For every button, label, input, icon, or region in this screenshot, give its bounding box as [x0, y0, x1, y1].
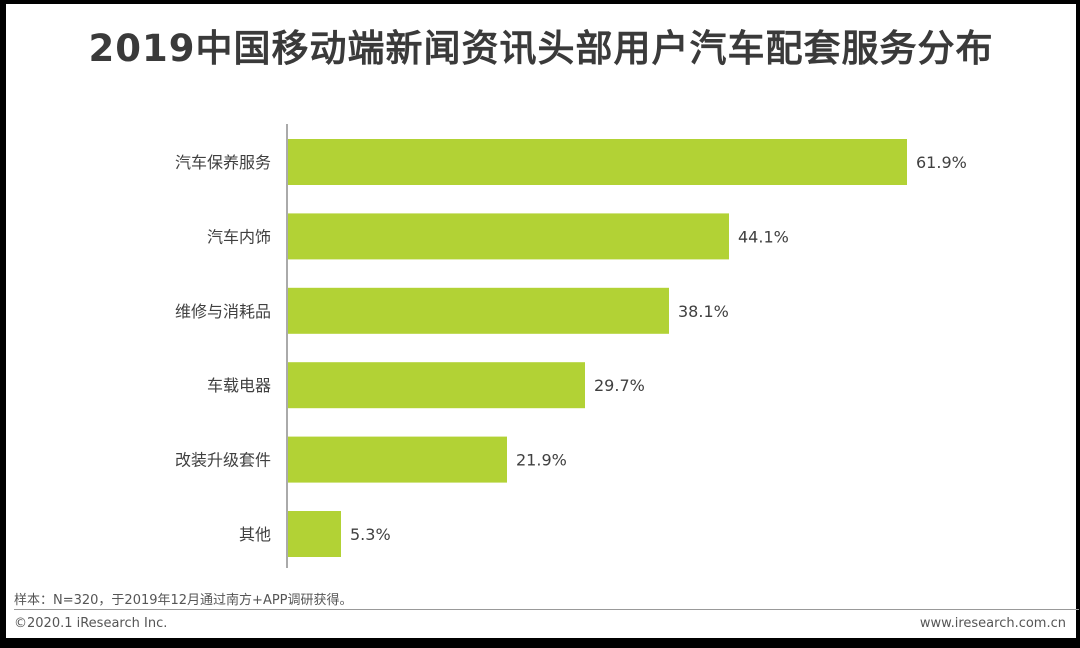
- value-label: 29.7%: [594, 376, 645, 395]
- bar: [288, 213, 729, 260]
- category-label: 车载电器: [207, 376, 271, 395]
- value-label: 5.3%: [350, 525, 391, 544]
- category-label: 汽车保养服务: [175, 153, 271, 172]
- chart-title: 2019中国移动端新闻资讯头部用户汽车配套服务分布: [88, 27, 994, 70]
- copyright-text: ©2020.1 iResearch Inc.: [14, 616, 168, 631]
- bar-chart: 汽车保养服务 61.9% 汽车内饰 44.1% 维修与消耗品 38.1% 车载电器 29.7%…: [175, 124, 967, 568]
- sample-note: 样本：N=320，于2019年12月通过南方+APP调研获得。: [14, 593, 353, 608]
- footer-divider: [14, 609, 1079, 610]
- category-label: 其他: [239, 525, 271, 544]
- bar: [288, 362, 585, 409]
- value-label: 61.9%: [916, 153, 967, 172]
- value-label: 21.9%: [516, 451, 567, 470]
- website-text: www.iresearch.com.cn: [919, 616, 1066, 631]
- bar: [288, 436, 507, 483]
- value-label: 38.1%: [678, 302, 729, 321]
- value-label: 44.1%: [738, 227, 789, 246]
- bar: [288, 287, 669, 334]
- category-label: 改装升级套件: [175, 451, 271, 470]
- category-label: 维修与消耗品: [175, 302, 271, 321]
- category-label: 汽车内饰: [207, 227, 271, 246]
- bar: [288, 139, 907, 185]
- bar: [288, 511, 341, 557]
